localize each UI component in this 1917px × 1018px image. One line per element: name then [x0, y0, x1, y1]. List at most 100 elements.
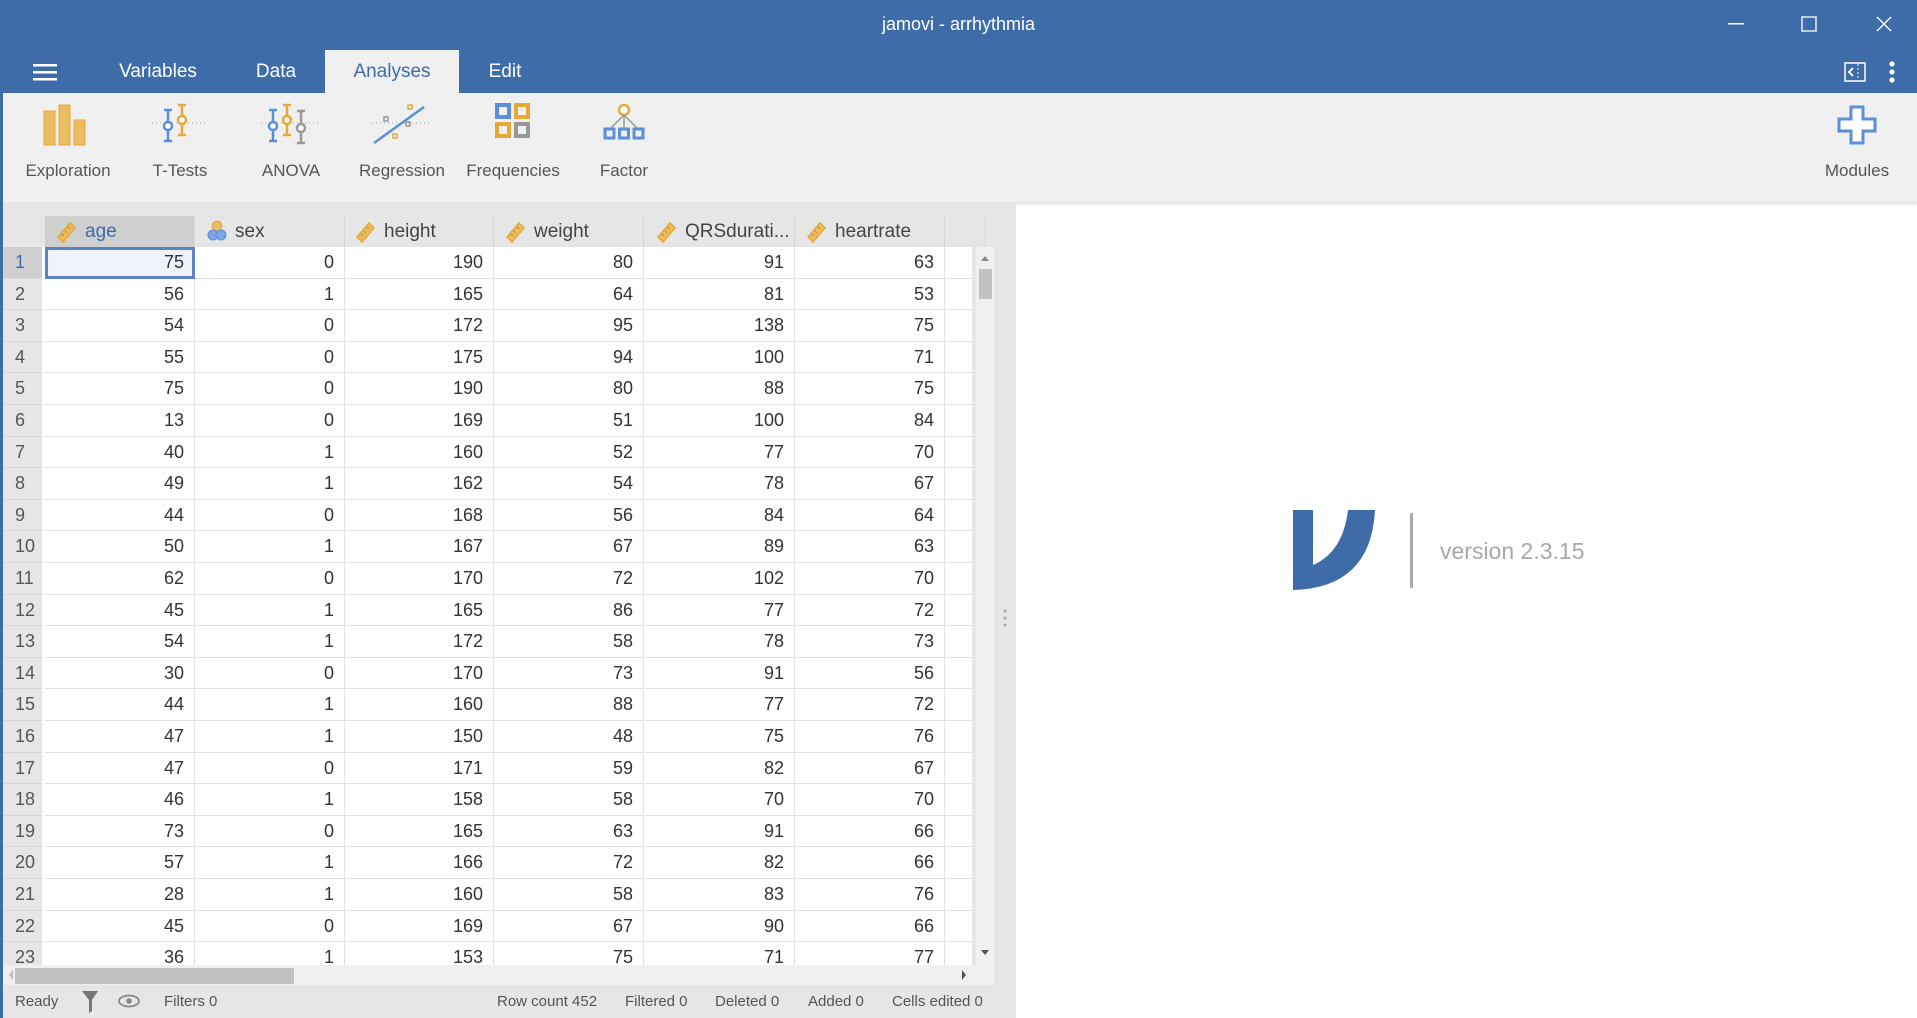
table-cell[interactable]: 77: [645, 436, 795, 469]
row-number[interactable]: 23: [3, 942, 42, 965]
scroll-left-icon[interactable]: [5, 965, 17, 985]
vertical-scroll-thumb[interactable]: [979, 269, 992, 299]
row-number[interactable]: 20: [3, 847, 42, 879]
table-cell[interactable]: 70: [645, 784, 795, 816]
table-cell[interactable]: 83: [645, 879, 795, 911]
table-cell[interactable]: 52: [494, 436, 644, 469]
table-cell[interactable]: 0: [195, 499, 345, 532]
empty-cell[interactable]: [945, 310, 973, 342]
table-cell[interactable]: 73: [494, 657, 644, 690]
row-number[interactable]: 13: [3, 626, 42, 658]
row-number[interactable]: 7: [3, 436, 42, 469]
empty-cell[interactable]: [945, 405, 973, 437]
empty-cell[interactable]: [945, 436, 973, 469]
table-cell[interactable]: 51: [494, 405, 644, 437]
panel-splitter[interactable]: [994, 202, 1016, 1018]
empty-cell[interactable]: [945, 531, 973, 563]
row-number[interactable]: 14: [3, 657, 42, 690]
table-cell[interactable]: 71: [645, 942, 795, 965]
table-cell[interactable]: 1: [195, 531, 345, 563]
table-cell[interactable]: 75: [45, 247, 195, 279]
tab-variables[interactable]: Variables: [119, 61, 197, 82]
table-cell[interactable]: 77: [795, 942, 945, 965]
table-cell[interactable]: 13: [45, 405, 195, 437]
table-cell[interactable]: 0: [195, 815, 345, 848]
column-header[interactable]: sex: [195, 216, 345, 247]
table-cell[interactable]: 1: [195, 436, 345, 469]
table-cell[interactable]: 165: [344, 594, 494, 627]
table-cell[interactable]: 1: [195, 468, 345, 500]
table-cell[interactable]: 70: [795, 784, 945, 816]
table-cell[interactable]: 56: [795, 657, 945, 690]
empty-cell[interactable]: [945, 657, 973, 690]
table-cell[interactable]: 84: [645, 499, 795, 532]
table-cell[interactable]: 84: [795, 405, 945, 437]
row-number[interactable]: 21: [3, 879, 42, 911]
table-cell[interactable]: 91: [645, 657, 795, 690]
table-cell[interactable]: 160: [344, 879, 494, 911]
table-cell[interactable]: 1: [195, 689, 345, 721]
row-number[interactable]: 2: [3, 278, 42, 311]
table-cell[interactable]: 53: [795, 278, 945, 311]
table-cell[interactable]: 73: [795, 626, 945, 658]
table-cell[interactable]: 150: [344, 721, 494, 753]
minimize-button[interactable]: [1711, 6, 1761, 42]
table-cell[interactable]: 0: [195, 657, 345, 690]
table-cell[interactable]: 72: [494, 563, 644, 595]
table-cell[interactable]: 66: [795, 815, 945, 848]
frequencies-button[interactable]: Frequencies: [458, 103, 568, 181]
row-number[interactable]: 22: [3, 910, 42, 943]
scroll-down-icon[interactable]: [976, 947, 994, 959]
table-cell[interactable]: 72: [795, 689, 945, 721]
table-cell[interactable]: 64: [795, 499, 945, 532]
row-number[interactable]: 3: [3, 310, 42, 342]
empty-cell[interactable]: [945, 594, 973, 627]
table-cell[interactable]: 67: [494, 531, 644, 563]
row-number[interactable]: 17: [3, 752, 42, 785]
table-cell[interactable]: 58: [494, 626, 644, 658]
empty-cell[interactable]: [945, 278, 973, 311]
table-cell[interactable]: 94: [494, 341, 644, 374]
empty-cell[interactable]: [945, 499, 973, 532]
table-cell[interactable]: 0: [195, 405, 345, 437]
table-cell[interactable]: 47: [45, 721, 195, 753]
table-cell[interactable]: 78: [645, 468, 795, 500]
table-cell[interactable]: 86: [494, 594, 644, 627]
empty-cell[interactable]: [945, 468, 973, 500]
table-cell[interactable]: 63: [795, 531, 945, 563]
table-cell[interactable]: 54: [45, 310, 195, 342]
table-cell[interactable]: 0: [195, 310, 345, 342]
table-cell[interactable]: 160: [344, 436, 494, 469]
table-cell[interactable]: 1: [195, 847, 345, 879]
table-cell[interactable]: 56: [45, 278, 195, 311]
table-cell[interactable]: 158: [344, 784, 494, 816]
row-number[interactable]: 16: [3, 721, 42, 753]
empty-cell[interactable]: [945, 815, 973, 848]
table-cell[interactable]: 190: [344, 373, 494, 405]
main-menu-button[interactable]: [20, 54, 70, 90]
horizontal-scrollbar[interactable]: [3, 965, 994, 985]
table-cell[interactable]: 0: [195, 341, 345, 374]
table-cell[interactable]: 63: [795, 247, 945, 279]
table-cell[interactable]: 70: [795, 436, 945, 469]
table-cell[interactable]: 56: [494, 499, 644, 532]
empty-cell[interactable]: [945, 879, 973, 911]
table-cell[interactable]: 44: [45, 499, 195, 532]
column-header[interactable]: height: [344, 216, 494, 247]
table-cell[interactable]: 0: [195, 910, 345, 943]
row-number[interactable]: 12: [3, 594, 42, 627]
table-cell[interactable]: 91: [645, 247, 795, 279]
table-cell[interactable]: 175: [344, 341, 494, 374]
empty-cell[interactable]: [945, 847, 973, 879]
table-cell[interactable]: 82: [645, 847, 795, 879]
row-number[interactable]: 15: [3, 689, 42, 721]
empty-cell[interactable]: [945, 373, 973, 405]
row-number[interactable]: 18: [3, 784, 42, 816]
empty-cell[interactable]: [945, 247, 973, 279]
row-number[interactable]: 8: [3, 468, 42, 500]
table-cell[interactable]: 58: [494, 879, 644, 911]
row-number[interactable]: 4: [3, 341, 42, 374]
table-cell[interactable]: 80: [494, 373, 644, 405]
table-cell[interactable]: 1: [195, 278, 345, 311]
empty-cell[interactable]: [945, 689, 973, 721]
